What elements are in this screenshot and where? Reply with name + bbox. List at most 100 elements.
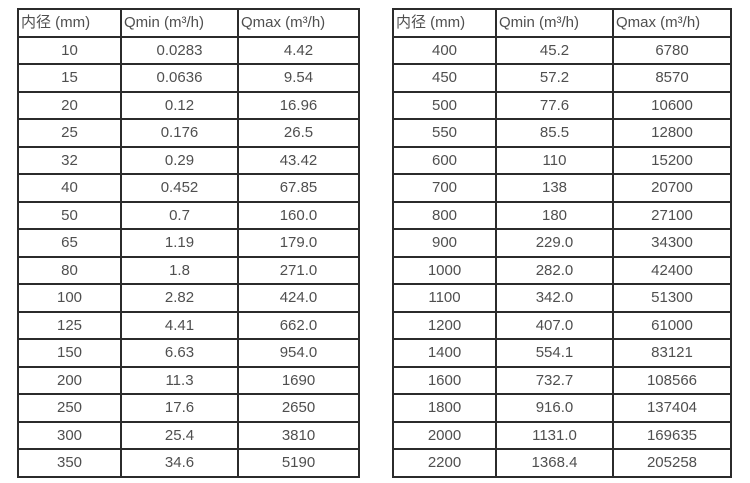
- table-cell: 27100: [612, 200, 732, 230]
- table-row: 350 34.6 5190: [17, 448, 360, 478]
- table-cell: 2200: [392, 448, 497, 478]
- table-cell: 700: [392, 173, 497, 203]
- table-row: 50 0.7 160.0: [17, 200, 360, 230]
- table-cell: 1.19: [120, 228, 239, 258]
- table-cell: 138: [495, 173, 614, 203]
- table-cell: 25.4: [120, 420, 239, 450]
- table-cell: 25: [17, 118, 122, 148]
- table-cell: 1.8: [120, 255, 239, 285]
- table-row: 900 229.0 34300: [392, 228, 732, 258]
- table-cell: 34.6: [120, 448, 239, 478]
- table-cell: 100: [17, 283, 122, 313]
- table-cell: 20: [17, 90, 122, 120]
- table-row: 25 0.176 26.5: [17, 118, 360, 148]
- table-row: 1600 732.7 108566: [392, 365, 732, 395]
- column-header: Qmax (m³/h): [237, 8, 360, 38]
- table-row: 500 77.6 10600: [392, 90, 732, 120]
- table-cell: 61000: [612, 310, 732, 340]
- table-cell: 400: [392, 35, 497, 65]
- table-cell: 1800: [392, 393, 497, 423]
- table-cell: 180: [495, 200, 614, 230]
- table-cell: 600: [392, 145, 497, 175]
- table-cell: 45.2: [495, 35, 614, 65]
- table-cell: 32: [17, 145, 122, 175]
- table-cell: 271.0: [237, 255, 360, 285]
- table-cell: 110: [495, 145, 614, 175]
- spec-table: 内径 (mm) Qmin (m³/h) Qmax (m³/h) 10 0.0283 4.4…: [17, 8, 360, 478]
- table-cell: 282.0: [495, 255, 614, 285]
- table-cell: 2650: [237, 393, 360, 423]
- table-cell: 500: [392, 90, 497, 120]
- table-row: 1800 916.0 137404: [392, 393, 732, 423]
- spec-table: 内径 (mm) Qmin (m³/h) Qmax (m³/h) 400 45.2 6780…: [392, 8, 732, 478]
- table-cell: 342.0: [495, 283, 614, 313]
- table-cell: 65: [17, 228, 122, 258]
- table-cell: 0.0636: [120, 63, 239, 93]
- table-cell: 8570: [612, 63, 732, 93]
- table-row: 100 2.82 424.0: [17, 283, 360, 313]
- table-cell: 169635: [612, 420, 732, 450]
- table-row: 1200 407.0 61000: [392, 310, 732, 340]
- table-cell: 1000: [392, 255, 497, 285]
- table-cell: 954.0: [237, 338, 360, 368]
- table-row: 250 17.6 2650: [17, 393, 360, 423]
- table-cell: 229.0: [495, 228, 614, 258]
- table-cell: 916.0: [495, 393, 614, 423]
- table-cell: 1368.4: [495, 448, 614, 478]
- table-cell: 1131.0: [495, 420, 614, 450]
- table-cell: 50: [17, 200, 122, 230]
- column-header: Qmax (m³/h): [612, 8, 732, 38]
- table-cell: 0.0283: [120, 35, 239, 65]
- table-cell: 1690: [237, 365, 360, 395]
- table-row: 80 1.8 271.0: [17, 255, 360, 285]
- table-cell: 57.2: [495, 63, 614, 93]
- table-row: 20 0.12 16.96: [17, 90, 360, 120]
- table-cell: 10600: [612, 90, 732, 120]
- table-row: 800 180 27100: [392, 200, 732, 230]
- table-row: 65 1.19 179.0: [17, 228, 360, 258]
- table-cell: 550: [392, 118, 497, 148]
- table-cell: 1100: [392, 283, 497, 313]
- table-row: 200 11.3 1690: [17, 365, 360, 395]
- flow-table-dn10-350: 内径 (mm) Qmin (m³/h) Qmax (m³/h) 10 0.0283 4.4…: [17, 8, 360, 478]
- table-cell: 179.0: [237, 228, 360, 258]
- table-cell: 26.5: [237, 118, 360, 148]
- table-cell: 4.42: [237, 35, 360, 65]
- table-cell: 250: [17, 393, 122, 423]
- table-cell: 15200: [612, 145, 732, 175]
- table-cell: 15: [17, 63, 122, 93]
- table-cell: 0.452: [120, 173, 239, 203]
- table-cell: 11.3: [120, 365, 239, 395]
- table-row: 125 4.41 662.0: [17, 310, 360, 340]
- table-row: 450 57.2 8570: [392, 63, 732, 93]
- table-row: 40 0.452 67.85: [17, 173, 360, 203]
- table-row: 2200 1368.4 205258: [392, 448, 732, 478]
- table-cell: 80: [17, 255, 122, 285]
- table-cell: 662.0: [237, 310, 360, 340]
- table-cell: 20700: [612, 173, 732, 203]
- table-row: 550 85.5 12800: [392, 118, 732, 148]
- table-cell: 6.63: [120, 338, 239, 368]
- table-row: 10 0.0283 4.42: [17, 35, 360, 65]
- table-cell: 9.54: [237, 63, 360, 93]
- table-cell: 12800: [612, 118, 732, 148]
- table-cell: 16.96: [237, 90, 360, 120]
- table-row: 1100 342.0 51300: [392, 283, 732, 313]
- table-cell: 900: [392, 228, 497, 258]
- table-cell: 150: [17, 338, 122, 368]
- table-cell: 137404: [612, 393, 732, 423]
- table-cell: 42400: [612, 255, 732, 285]
- table-cell: 5190: [237, 448, 360, 478]
- table-cell: 40: [17, 173, 122, 203]
- table-row: 400 45.2 6780: [392, 35, 732, 65]
- column-header: 内径 (mm): [17, 8, 122, 38]
- table-cell: 3810: [237, 420, 360, 450]
- table-cell: 67.85: [237, 173, 360, 203]
- table-row: 15 0.0636 9.54: [17, 63, 360, 93]
- table-cell: 2.82: [120, 283, 239, 313]
- table-row: 700 138 20700: [392, 173, 732, 203]
- column-header: Qmin (m³/h): [495, 8, 614, 38]
- header-row: 内径 (mm) Qmin (m³/h) Qmax (m³/h): [392, 8, 732, 38]
- table-cell: 108566: [612, 365, 732, 395]
